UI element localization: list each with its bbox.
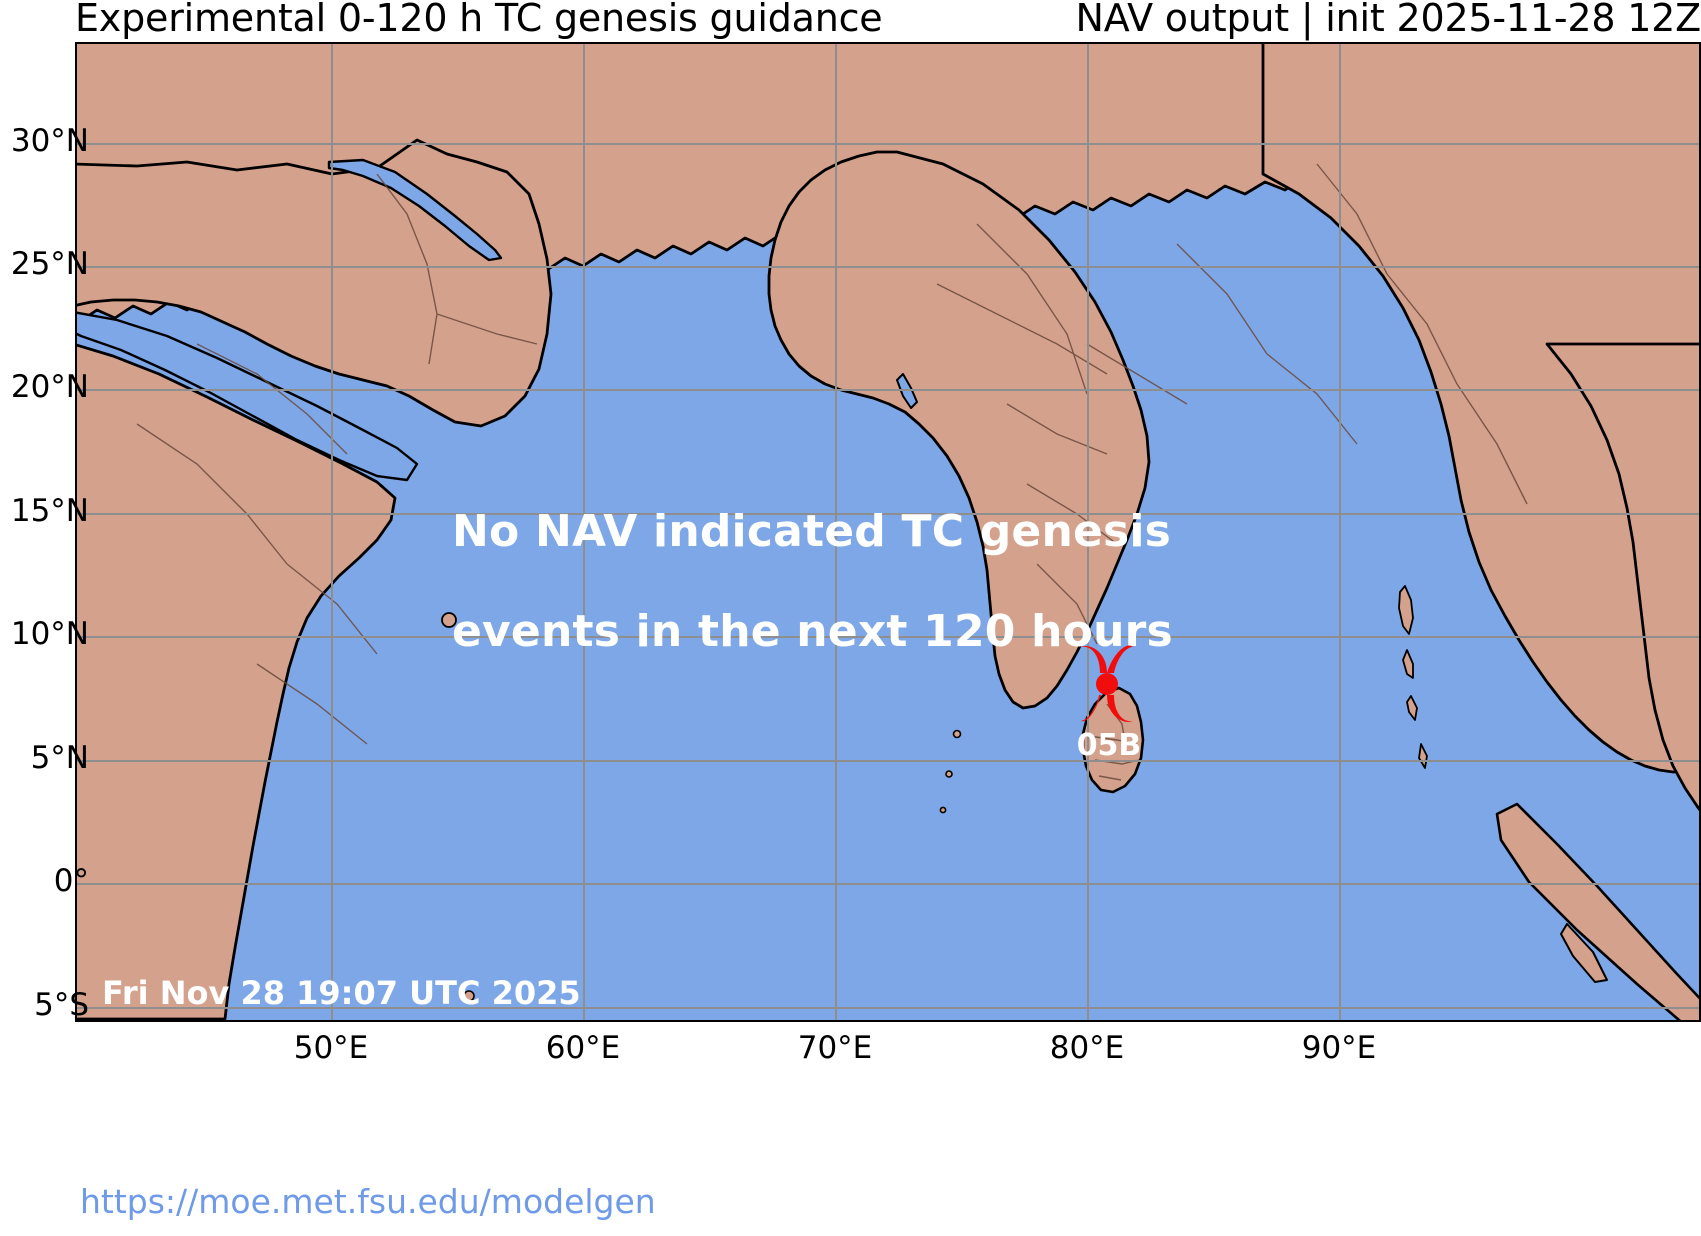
gridline-lat-5N [77,760,1699,762]
xtick-80E: 80°E [1049,1030,1125,1066]
xtick-90E: 90°E [1301,1030,1377,1066]
ytick-0: 0° [53,863,89,899]
ytick-10N: 10°N [10,616,89,652]
run-timestamp: Fri Nov 28 19:07 UTC 2025 [102,974,581,1012]
no-genesis-message-line2: events in the next 120 hours [452,606,1173,657]
storm-id-label: 05B [1076,728,1142,763]
map-plot-area[interactable]: No NAV indicated TC genesis events in th… [75,42,1701,1022]
gridline-lon-80 [1087,44,1089,1020]
ytick-5S: 5°S [34,987,89,1023]
gridline-lat-25 [77,266,1699,268]
page-title: Experimental 0-120 h TC genesis guidance [75,0,883,40]
ytick-20N: 20°N [10,369,89,405]
ytick-30N: 30°N [10,123,89,159]
ytick-5N: 5°N [30,740,89,776]
gridline-lat-30 [77,143,1699,145]
gridline-lat-10 [77,636,1699,638]
gridline-lat-5S [77,1007,1699,1009]
tropical-cyclone-icon[interactable] [1077,639,1137,729]
xtick-50E: 50°E [293,1030,369,1066]
ytick-15N: 15°N [10,493,89,529]
gridline-lon-90 [1339,44,1341,1020]
ytick-25N: 25°N [10,246,89,282]
gridline-lat-20 [77,389,1699,391]
no-genesis-message-line1: No NAV indicated TC genesis [452,506,1172,557]
model-init-label: NAV output | init 2025-11-28 12Z [1075,0,1701,40]
xtick-60E: 60°E [545,1030,621,1066]
gridline-lat-15 [77,513,1699,515]
gridline-lat-0 [77,883,1699,885]
header-bar: Experimental 0-120 h TC genesis guidance… [0,0,1701,42]
source-url-link[interactable]: https://moe.met.fsu.edu/modelgen [80,1182,656,1221]
gridline-lon-50 [331,44,333,1020]
gridline-lon-70 [835,44,837,1020]
xtick-70E: 70°E [797,1030,873,1066]
gridline-lon-60 [583,44,585,1020]
